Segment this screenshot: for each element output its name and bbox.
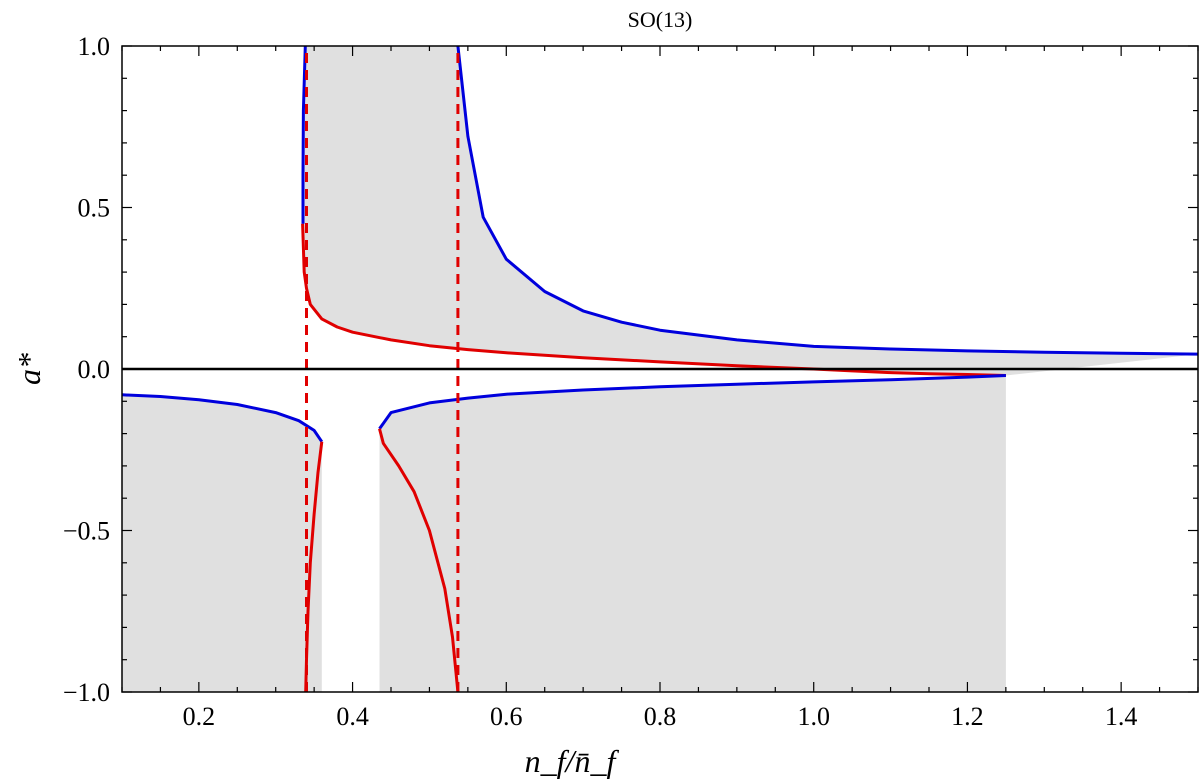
shaded-region-lower-right: [379, 375, 1006, 692]
y-tick-label: −0.5: [63, 517, 110, 546]
series-line-red-upper: [301, 223, 1006, 377]
x-tick-label: 1.0: [797, 702, 830, 731]
series-line-red-lower-left: [304, 441, 324, 692]
series-line-blue-lower-left: [122, 393, 324, 443]
shaded-region-upper-band: [302, 46, 1198, 376]
shaded-region-lower-left: [122, 394, 322, 692]
chart-title: SO(13): [628, 7, 693, 32]
axis-ticks: 0.2 0.4 0.6 0.8 1.0 1.2 1.4 1.0 0.5 0.0 −0.5 −1.0: [63, 32, 1199, 731]
x-tick-label: 1.2: [951, 702, 984, 731]
x-tick-label: 0.2: [183, 702, 216, 731]
x-tick-label: 0.6: [490, 702, 523, 731]
y-tick-label: 0.5: [78, 194, 111, 223]
series-line-blue-upper-left: [301, 46, 307, 224]
x-tick-label: 1.4: [1105, 702, 1138, 731]
y-axis-label: a*: [11, 353, 47, 385]
y-tick-label: −1.0: [63, 678, 110, 707]
x-axis-label: n_f/n̄_f: [525, 743, 620, 779]
shaded-regions: [122, 46, 1198, 692]
series-line-red-lower-right: [378, 428, 460, 692]
y-tick-label: 0.0: [78, 355, 111, 384]
x-tick-label: 0.4: [336, 702, 369, 731]
series-line-blue-lower-right: [378, 374, 1006, 430]
y-tick-label: 1.0: [78, 32, 111, 61]
x-tick-label: 0.8: [644, 702, 677, 731]
series-line-blue-upper: [456, 46, 1198, 356]
